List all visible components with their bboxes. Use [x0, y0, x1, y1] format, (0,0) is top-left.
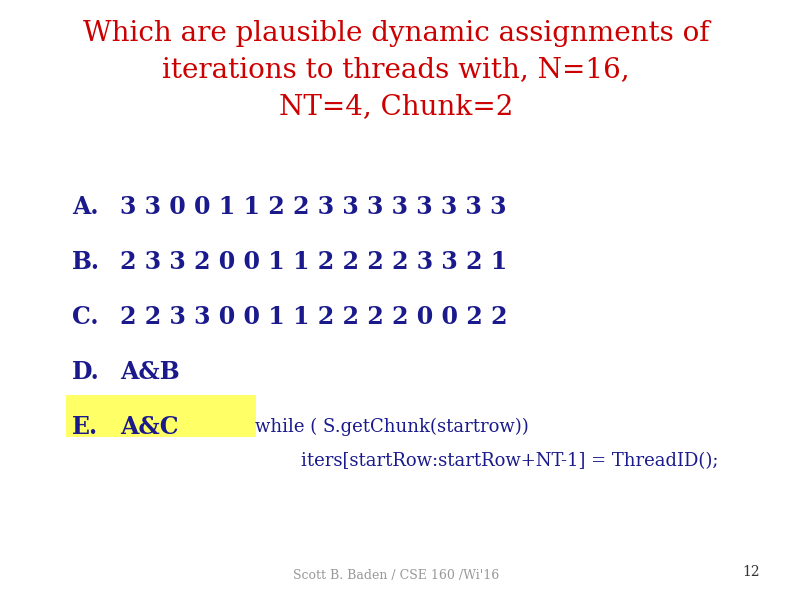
Text: E.: E. — [72, 415, 98, 439]
Text: A&C: A&C — [120, 415, 178, 439]
Text: while ( S.getChunk(startrow)): while ( S.getChunk(startrow)) — [255, 418, 529, 436]
Text: iters[startRow:startRow+NT-1] = ThreadID();: iters[startRow:startRow+NT-1] = ThreadID… — [255, 452, 718, 470]
Text: Which are plausible dynamic assignments of
iterations to threads with, N=16,
NT=: Which are plausible dynamic assignments … — [82, 20, 710, 120]
Text: B.: B. — [72, 250, 100, 274]
Text: A&B: A&B — [120, 360, 180, 384]
Text: A.: A. — [72, 195, 98, 219]
Text: 12: 12 — [742, 565, 760, 579]
Text: Scott B. Baden / CSE 160 /Wi'16: Scott B. Baden / CSE 160 /Wi'16 — [293, 569, 499, 581]
Text: 2 2 3 3 0 0 1 1 2 2 2 2 0 0 2 2: 2 2 3 3 0 0 1 1 2 2 2 2 0 0 2 2 — [120, 305, 508, 329]
Text: 3 3 0 0 1 1 2 2 3 3 3 3 3 3 3 3: 3 3 0 0 1 1 2 2 3 3 3 3 3 3 3 3 — [120, 195, 507, 219]
Text: D.: D. — [72, 360, 100, 384]
Text: 2 3 3 2 0 0 1 1 2 2 2 2 3 3 2 1: 2 3 3 2 0 0 1 1 2 2 2 2 3 3 2 1 — [120, 250, 507, 274]
Text: C.: C. — [72, 305, 98, 329]
FancyBboxPatch shape — [66, 395, 256, 437]
